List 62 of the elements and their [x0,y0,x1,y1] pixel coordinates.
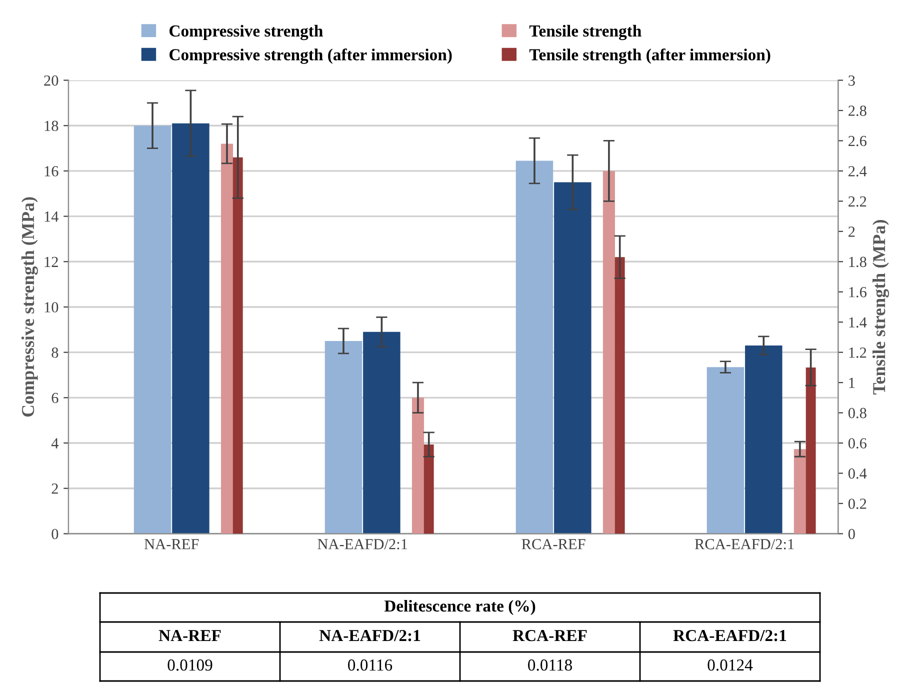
y2-tick-label: 3 [848,75,855,86]
bar [412,398,424,534]
y2-tick-label: 2.2 [848,196,866,207]
y2-tick-label: 1.2 [849,348,866,358]
y2-tick-label: 0.8 [848,408,866,418]
y-axis-title: Compressive strength (MPa) [21,197,38,417]
bar [806,367,816,534]
bar [614,257,625,534]
y2-tick-label: 2.4 [848,166,867,176]
x-tick-label: RCA-REF [522,539,586,550]
bar [554,182,592,534]
y2-tick-label: 1 [849,378,855,388]
y2-tick-label: 1.8 [849,256,866,268]
bar [232,157,243,534]
x-tick-label: RCA-EAFD/2:1 [694,539,794,550]
bar [134,126,172,534]
bar [745,346,782,534]
legend-label: Tensile strength (after immersion) [529,48,770,64]
data-label: 0.0118 [528,659,572,671]
category-label: RCA-REF [512,630,587,642]
y-tick-label: 18 [44,120,58,132]
y2-tick-label: 2.6 [848,136,866,146]
bar [363,332,400,534]
legend-label: Compressive strength [170,24,323,40]
y2-tick-label: 0 [848,528,855,540]
y2-tick-label: 2.8 [848,106,866,116]
legend-label: Compressive strength (after immersion) [170,48,452,64]
y-tick-label: 16 [44,166,58,176]
y-tick-label: 0 [52,528,58,540]
y2-tick-label: 1.4 [849,317,867,328]
y2-axis-title: Tensile strength (MPa) [872,220,890,394]
y-tick-label: 14 [44,212,59,222]
bar [220,144,234,534]
bar [516,160,554,534]
data-label: 0.0116 [348,659,392,671]
category-label: NA-REF [158,630,221,642]
category-label: RCA-EAFD/2:1 [673,630,786,642]
bar [324,340,362,534]
y-tick-label: 4 [51,438,59,448]
bar [602,170,615,534]
y2-tick-label: 2 [848,226,855,237]
bar [172,123,210,534]
y2-tick-label: 1.6 [849,287,866,298]
category-label: NA-EAFD/2:1 [319,630,420,642]
y2-tick-label: 0.2 [848,498,866,509]
x-tick-label: NA-REF [144,539,199,550]
y-tick-label: 12 [44,256,58,267]
text: Delitescence rate (%) [384,600,536,616]
y-tick-label: 2 [52,484,58,494]
bar [706,367,744,534]
y-tick-label: 10 [44,302,58,312]
x-tick-label: NA-EAFD/2:1 [318,539,408,550]
y2-tick-label: 0.4 [848,468,867,479]
data-label: 0.0109 [168,659,212,671]
bar [424,444,434,534]
data-label: 0.0124 [708,659,753,671]
y-tick-label: 8 [52,347,58,358]
y-tick-label: 20 [44,75,58,86]
y-tick-label: 6 [52,392,58,404]
y2-tick-label: 0.6 [848,438,866,449]
bar [794,449,806,534]
legend-label: Tensile strength [529,24,642,40]
